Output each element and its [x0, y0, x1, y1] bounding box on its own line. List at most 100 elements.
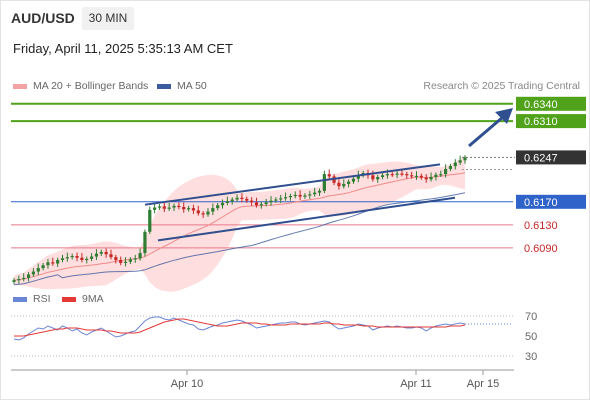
legend-rsi-label: RSI	[33, 293, 51, 305]
candle-53	[269, 200, 273, 203]
level-label-2: 0.6247	[524, 152, 558, 164]
level-label-5: 0.6090	[524, 243, 558, 255]
candle-78	[390, 174, 394, 176]
candle-19	[104, 251, 108, 255]
research-credit: Research © 2025 Trading Central	[423, 80, 580, 92]
legend-rsi: RSI	[13, 293, 51, 305]
candle-2	[22, 277, 26, 280]
candle-56	[283, 197, 288, 199]
timeframe-button[interactable]: 30 MIN	[82, 7, 134, 30]
candle-33	[172, 205, 176, 208]
level-tag-2	[516, 150, 586, 165]
candle-89	[444, 168, 448, 175]
candle-43	[220, 202, 225, 206]
candle-27	[143, 231, 147, 254]
candle-62	[313, 192, 317, 195]
candle-3	[26, 274, 31, 278]
candle-7	[46, 262, 50, 266]
candle-42	[216, 205, 220, 209]
candle-63	[317, 190, 322, 193]
candle-0	[12, 280, 16, 282]
candle-65	[327, 174, 331, 177]
candle-28	[148, 209, 152, 232]
legend-rsi-ma-label: 9MA	[82, 293, 104, 305]
ma20-line	[13, 172, 466, 281]
candle-81	[405, 174, 409, 176]
candle-5	[36, 268, 40, 272]
candle-61	[308, 194, 312, 196]
legend-ma50-label: MA 50	[177, 80, 207, 92]
candle-6	[41, 265, 45, 269]
candle-64	[322, 174, 326, 191]
candle-82	[410, 175, 414, 177]
candle-11	[65, 257, 69, 259]
legend-ma20-label: MA 20 + Bollinger Bands	[33, 80, 149, 92]
candle-23	[123, 261, 128, 263]
candle-30	[157, 206, 162, 208]
candle-90	[448, 166, 453, 169]
candle-93	[463, 157, 467, 161]
ma50-swatch-icon	[157, 83, 171, 89]
candle-87	[434, 174, 438, 178]
forecast-arrow-icon	[495, 108, 513, 124]
candle-52	[264, 202, 268, 205]
candle-49	[250, 200, 254, 203]
candle-55	[279, 198, 283, 200]
candle-25	[133, 258, 137, 260]
candle-79	[395, 173, 399, 175]
legend-ma50: MA 50	[157, 80, 207, 92]
ma50-line	[13, 192, 466, 286]
candle-83	[414, 175, 419, 178]
candle-47	[240, 197, 244, 199]
candle-88	[439, 174, 443, 176]
candle-34	[177, 205, 181, 208]
level-tag-3	[516, 194, 586, 209]
legend-ma20: MA 20 + Bollinger Bands	[13, 80, 148, 92]
x-tick-label-0: Apr 10	[171, 378, 203, 390]
candle-20	[109, 254, 113, 258]
candle-46	[235, 197, 239, 200]
datetime-label: Friday, April 11, 2025 5:35:13 AM CET	[13, 41, 233, 56]
level-tag-0	[516, 96, 586, 111]
rsi-ma-swatch-icon	[62, 296, 76, 302]
candle-75	[376, 177, 380, 180]
rsi-tick-0: 70	[525, 311, 537, 323]
candle-58	[293, 194, 297, 197]
candle-41	[211, 208, 215, 212]
candle-36	[186, 208, 191, 210]
candle-77	[385, 174, 390, 176]
candle-8	[51, 262, 55, 264]
candle-69	[347, 181, 351, 184]
candle-74	[371, 175, 375, 180]
candle-59	[298, 194, 302, 197]
candle-85	[424, 177, 428, 180]
candle-40	[206, 211, 210, 215]
candle-31	[162, 206, 166, 209]
candle-60	[303, 195, 307, 197]
candle-84	[419, 175, 423, 178]
level-label-4: 0.6130	[524, 220, 558, 232]
candle-21	[114, 257, 118, 261]
candle-29	[153, 207, 157, 210]
x-tick-label-1: Apr 11	[400, 378, 432, 390]
candle-92	[458, 160, 462, 163]
candle-37	[191, 208, 196, 211]
candle-76	[380, 175, 385, 178]
candle-48	[245, 198, 249, 201]
channel-lower-line	[157, 196, 456, 242]
channel-upper-line	[144, 163, 441, 206]
candle-68	[342, 183, 346, 187]
level-label-1: 0.6310	[524, 116, 558, 128]
level-tag-1	[516, 114, 586, 129]
candle-35	[182, 206, 186, 210]
candle-13	[75, 255, 79, 258]
candle-54	[274, 199, 278, 201]
candle-32	[167, 207, 171, 209]
legend-rsi-ma: 9MA	[62, 293, 104, 305]
candle-1	[17, 279, 21, 281]
level-label-0: 0.6340	[524, 99, 558, 111]
rsi-tick-1: 50	[525, 331, 537, 343]
candle-4	[31, 271, 35, 275]
forecast-arrow-shaft	[468, 115, 504, 148]
